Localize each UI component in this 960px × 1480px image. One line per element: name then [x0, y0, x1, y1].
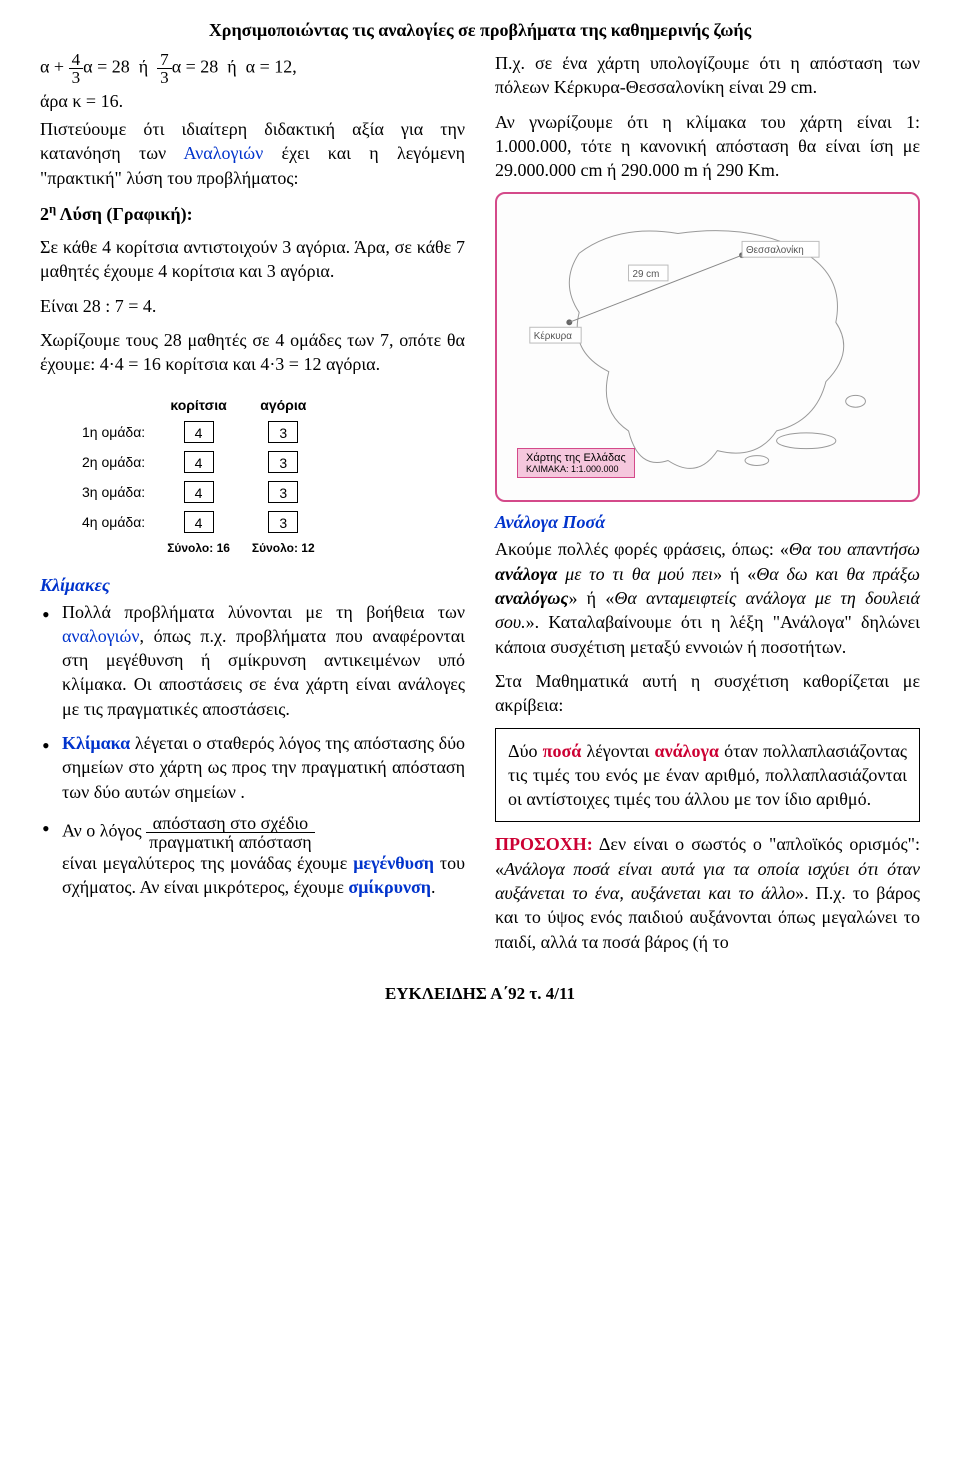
solution-title: 2η Λύση (Γραφική):	[40, 202, 465, 225]
right-column: Π.χ. σε ένα χάρτη υπολογίζουμε ότι η από…	[495, 51, 920, 964]
definition-box: Δύο ποσά λέγονται ανάλογα όταν πολλαπλασ…	[495, 728, 920, 823]
para-groups-2: Είναι 28 : 7 = 4.	[40, 294, 465, 318]
red-word: ποσά	[543, 741, 582, 761]
col-boys: αγόρια	[242, 394, 325, 416]
greece-map: Θεσσαλονίκη Κέρκυρα 29 cm Χάρτης της Ελλ…	[495, 192, 920, 502]
map-label-dist: 29 cm	[632, 269, 659, 280]
table-row: 1η ομάδα: 4 3	[72, 418, 325, 446]
para-groups-1: Σε κάθε 4 κορίτσια αντιστοιχούν 3 αγόρια…	[40, 235, 465, 284]
map-label-kerk: Κέρκυρα	[534, 332, 573, 343]
para-map-2: Αν γνωρίζουμε ότι η κλίμακα του χάρτη εί…	[495, 110, 920, 183]
groups-table: κορίτσια αγόρια 1η ομάδα: 4 3 2η ομάδα: …	[70, 392, 327, 560]
list-item: Αν ο λόγος απόσταση στο σχέδιοπραγματική…	[40, 814, 465, 900]
page-footer: ΕΥΚΛΕΙΔΗΣ Α΄92 τ. 4/11	[40, 984, 920, 1004]
blue-word: σμίκρυνση	[348, 877, 431, 897]
para-prosoxi: ΠΡΟΣΟΧΗ: Δεν είναι ο σωστός ο "απλοϊκός …	[495, 832, 920, 953]
main-columns: α + 43α = 28 ή 73α = 28 ή α = 12, άρα κ …	[40, 51, 920, 964]
analoga-title: Ανάλογα Ποσά	[495, 512, 920, 533]
table-row: 4η ομάδα: 4 3	[72, 508, 325, 536]
blue-word: αναλογιών	[62, 626, 140, 646]
para-groups-3: Χωρίζουμε τους 28 μαθητές σε 4 ομάδες τω…	[40, 328, 465, 377]
list-item: Κλίμακα λέγεται ο σταθερός λόγος της από…	[40, 731, 465, 804]
blue-word: Κλίμακα	[62, 733, 130, 753]
para-math-def: Στα Μαθηματικά αυτή η συσχέτιση καθορίζε…	[495, 669, 920, 718]
map-caption: Χάρτης της Ελλάδας ΚΛΙΜΑΚΑ: 1:1.000.000	[517, 448, 635, 478]
map-label-thess: Θεσσαλονίκη	[746, 246, 804, 257]
klimakes-title: Κλίμακες	[40, 575, 465, 596]
page-header: Χρησιμοποιώντας τις αναλογίες σε προβλήμ…	[40, 20, 920, 41]
blue-word: Αναλογιών	[184, 143, 264, 163]
col-girls: κορίτσια	[157, 394, 240, 416]
blue-word: μεγένθυση	[353, 853, 434, 873]
red-word: ΠΡΟΣΟΧΗ:	[495, 834, 593, 854]
table-totals: Σύνολο: 16 Σύνολο: 12	[72, 538, 325, 558]
list-item: Πολλά προβλήματα λύνονται με τη βοήθεια …	[40, 600, 465, 721]
para-map-1: Π.χ. σε ένα χάρτη υπολογίζουμε ότι η από…	[495, 51, 920, 100]
table-header-row: κορίτσια αγόρια	[72, 394, 325, 416]
math-expr-2: άρα κ = 16.	[40, 91, 465, 112]
klimakes-list: Πολλά προβλήματα λύνονται με τη βοήθεια …	[40, 600, 465, 900]
math-expr-1: α + 43α = 28 ή 73α = 28 ή α = 12,	[40, 51, 465, 86]
table-row: 3η ομάδα: 4 3	[72, 478, 325, 506]
red-word: ανάλογα	[655, 741, 719, 761]
para-analoga: Ακούμε πολλές φορές φράσεις, όπως: «Θα τ…	[495, 537, 920, 658]
table-row: 2η ομάδα: 4 3	[72, 448, 325, 476]
para-didactic: Πιστεύουμε ότι ιδιαίτερη διδακτική αξία …	[40, 117, 465, 190]
left-column: α + 43α = 28 ή 73α = 28 ή α = 12, άρα κ …	[40, 51, 465, 964]
